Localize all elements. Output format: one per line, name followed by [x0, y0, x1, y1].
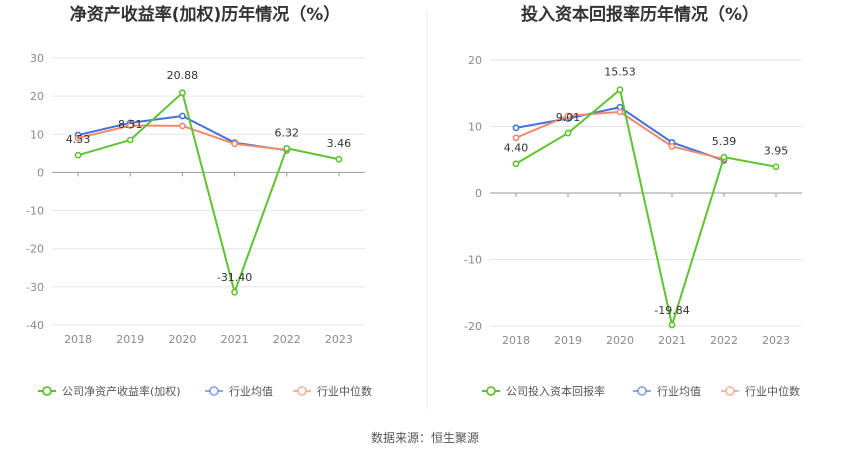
data-point	[335, 155, 343, 163]
legend-swatch-marker	[725, 386, 735, 396]
data-label: 20.88	[167, 69, 199, 82]
data-point	[283, 144, 291, 152]
legend-swatch-marker	[637, 386, 647, 396]
y-tick-label: -10	[464, 254, 482, 267]
legend-swatch-marker	[297, 386, 307, 396]
x-tick-label: 2022	[273, 333, 301, 346]
data-point	[720, 153, 728, 161]
legend-label: 公司投入资本回报率	[506, 384, 605, 398]
legend-label: 行业均值	[229, 385, 273, 398]
data-label: 8.51	[118, 118, 143, 131]
data-point	[564, 112, 572, 120]
y-tick-label: 20	[468, 54, 482, 67]
y-tick-label: 0	[37, 166, 44, 179]
data-label: 9.01	[556, 111, 581, 124]
legend-swatch-marker	[209, 386, 219, 396]
data-point	[616, 108, 624, 116]
legend-swatch-marker	[42, 386, 52, 396]
x-tick-label: 2018	[502, 334, 530, 347]
legend-label: 行业均值	[657, 385, 701, 398]
x-tick-label: 2023	[325, 333, 353, 346]
data-point	[616, 86, 624, 94]
x-tick-label: 2021	[658, 334, 686, 347]
data-label: 3.95	[764, 145, 789, 158]
data-point	[668, 321, 676, 329]
legend-label: 行业中位数	[317, 384, 372, 398]
y-tick-label: -20	[464, 320, 482, 333]
data-label: 3.46	[327, 137, 352, 150]
data-label: -31.40	[217, 271, 252, 284]
x-tick-label: 2020	[168, 333, 196, 346]
y-tick-label: 0	[475, 187, 482, 200]
y-tick-label: 10	[468, 121, 482, 134]
data-point	[74, 134, 82, 142]
data-label: 4.40	[504, 142, 529, 155]
data-point	[772, 163, 780, 171]
data-point	[231, 288, 238, 296]
legend-swatch-marker	[486, 386, 496, 396]
data-label: 4.53	[66, 133, 91, 146]
y-tick-label: -20	[26, 243, 44, 256]
data-point	[668, 143, 676, 150]
data-point	[126, 136, 134, 144]
data-point	[74, 151, 82, 159]
chart-title: 投入资本回报率历年情况（%）	[521, 4, 759, 25]
y-tick-label: 20	[30, 90, 44, 103]
data-label: 5.39	[712, 135, 737, 148]
data-point	[179, 89, 186, 97]
y-tick-label: 10	[30, 128, 44, 141]
chart-title: 净资产收益率(加权)历年情况（%）	[70, 4, 341, 25]
data-label: 6.32	[275, 126, 300, 139]
series-line	[515, 87, 777, 329]
x-tick-label: 2018	[64, 333, 92, 346]
chart-panel-1: 净资产收益率(加权)历年情况（%） 30 20 10 0 -10 -20 -30 -40 2018…	[26, 4, 372, 398]
y-tick-label: -30	[26, 281, 44, 294]
y-tick-label: 30	[30, 52, 44, 65]
x-tick-label: 2020	[606, 334, 634, 347]
legend-label: 行业中位数	[745, 384, 800, 398]
data-label: 15.53	[604, 66, 636, 79]
y-tick-label: -10	[26, 205, 44, 218]
data-point	[512, 124, 520, 132]
chart-panel-2: 投入资本回报率历年情况（%） 20 10 0 -10 -20 2018 2019 2020 202…	[464, 4, 802, 398]
x-tick-label: 2023	[762, 334, 790, 347]
data-label: -19.84	[654, 304, 689, 317]
data-point	[564, 129, 572, 137]
y-tick-label: -40	[26, 319, 44, 332]
x-tick-label: 2019	[554, 334, 582, 347]
x-tick-label: 2019	[116, 333, 144, 346]
data-point	[179, 112, 186, 120]
x-tick-label: 2022	[710, 334, 738, 347]
x-tick-label: 2021	[221, 333, 249, 346]
data-point	[512, 134, 520, 142]
series-line	[515, 110, 725, 161]
data-point	[512, 160, 520, 168]
source-label: 数据来源：恒生聚源	[371, 430, 479, 445]
series-line	[77, 90, 340, 296]
data-point	[126, 122, 134, 129]
data-point	[179, 122, 186, 130]
legend-label: 公司净资产收益率(加权)	[62, 384, 181, 398]
data-point	[231, 140, 238, 148]
